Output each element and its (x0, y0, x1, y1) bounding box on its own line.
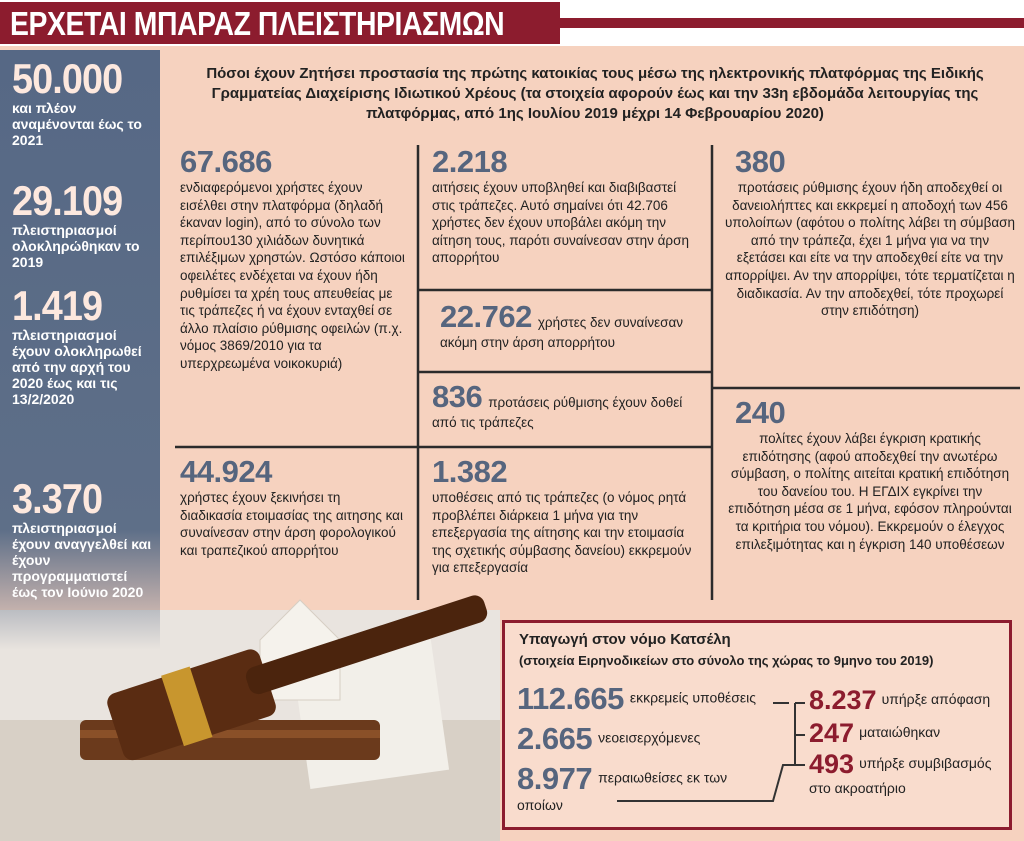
box-stat: 8.977 περαιωθείσες εκ των οποίων (517, 761, 757, 813)
side-number: 29.109 (12, 177, 123, 224)
stat-cell: 836 προτάσεις ρύθμισης έχουν δοθεί από τι… (432, 380, 692, 432)
stat-text: χρήστες δεν συναίνεσαν ακόμη στην άρση α… (440, 315, 683, 350)
box-text: υπήρξε απόφαση (881, 691, 991, 708)
box-title: Υπαγωγή στον νόμο Κατσέλη (519, 631, 731, 648)
gavel-illustration (0, 595, 500, 841)
box-stat: 112.665 εκκρεμείς υποθέσεις (517, 681, 756, 717)
box-stat: 247 ματαιώθηκαν (809, 718, 940, 749)
box-number: 8.977 (517, 761, 593, 796)
box-text: υπήρξε συμβιβασμός στο ακροατήριο (809, 755, 992, 796)
dividers (175, 145, 1020, 600)
box-subtitle: (στοιχεία Ειρηνοδικείων στο σύνολο της χ… (519, 653, 934, 668)
box-text: ματαιώθηκαν (859, 724, 941, 741)
side-text: και πλέον αναμένονται έως το 2021 (12, 100, 142, 148)
stat-number: 380 (735, 144, 786, 179)
box-stat: 8.237 υπήρξε απόφαση (809, 685, 990, 716)
sidebar: 50.000 και πλέον αναμένονται έως το 2021… (0, 50, 160, 650)
connector (617, 703, 796, 802)
stat-number: 44.924 (180, 454, 272, 489)
side-text: πλειστηριασμοί έχουν ολοκληρωθεί από την… (12, 327, 142, 407)
side-stat: 3.370 πλειστηριασμοί έχουν αναγγελθεί κα… (12, 475, 152, 601)
box-number: 8.237 (809, 685, 877, 715)
stat-text: υποθέσεις από τις τράπεζες (ο νόμος ρητά… (432, 490, 692, 576)
side-stat: 50.000 και πλέον αναμένονται έως το 2021 (12, 55, 152, 149)
side-number: 1.419 (12, 282, 103, 329)
box-number: 2.665 (517, 721, 593, 756)
box-text: περαιωθείσες εκ των οποίων (517, 769, 728, 813)
side-number: 50.000 (12, 55, 123, 102)
box-number: 112.665 (517, 681, 624, 716)
stat-cell: 67.686 ενδιαφερόμενοι χρήστες έχουν εισέ… (180, 145, 410, 373)
stat-text: πολίτες έχουν λάβει έγκριση κρατικής επι… (728, 431, 1012, 552)
stat-number: 1.382 (432, 454, 508, 489)
box-number: 247 (809, 718, 855, 748)
title: ΕΡΧΕΤΑΙ ΜΠΑΡΑΖ ΠΛΕΙΣΤΗΡΙΑΣΜΩΝ (10, 5, 505, 42)
stat-cell: 22.762 χρήστες δεν συναίνεσαν ακόμη στην … (440, 300, 700, 352)
side-stat: 1.419 πλειστηριασμοί έχουν ολοκληρωθεί α… (12, 282, 152, 408)
stat-cell: 2.218 αιτήσεις έχουν υποβληθεί και διαβι… (432, 145, 702, 267)
stat-text: χρήστες έχουν ξεκινήσει τη διαδικασία ετ… (180, 490, 403, 558)
side-number: 3.370 (12, 475, 103, 522)
side-stat: 29.109 πλειστηριασμοί ολοκληρώθηκαν το 2… (12, 177, 152, 271)
stat-cell: 1.382 υποθέσεις από τις τράπεζες (ο νόμο… (432, 455, 702, 577)
box-number: 493 (809, 749, 855, 779)
box-text: εκκρεμείς υποθέσεις (629, 689, 757, 706)
stat-cell: 240 πολίτες έχουν λάβει έγκριση κρατικής… (725, 396, 1015, 553)
box-stat: 2.665 νεοεισερχόμενες (517, 721, 700, 757)
stat-text: αιτήσεις έχουν υποβληθεί και διαβιβαστεί… (432, 180, 689, 266)
side-text: πλειστηριασμοί ολοκληρώθηκαν το 2019 (12, 222, 140, 270)
side-text: πλειστηριασμοί έχουν αναγγελθεί και έχου… (12, 520, 152, 600)
intro: Πόσοι έχουν Ζητήσει προστασία της πρώτης… (206, 65, 984, 122)
stat-text: προτάσεις ρύθμισης έχουν ήδη αποδεχθεί ο… (725, 180, 1015, 319)
bracket (617, 702, 805, 802)
stat-number: 2.218 (432, 144, 508, 179)
katseli-box: Υπαγωγή στον νόμο Κατσέλη (στοιχεία Ειρη… (502, 620, 1012, 830)
title-rule (560, 18, 1024, 28)
title-background (0, 2, 560, 44)
stat-text: ενδιαφερόμενοι χρήστες έχουν εισέλθει στ… (180, 180, 405, 371)
stat-number: 22.762 (440, 299, 532, 334)
stat-number: 836 (432, 379, 483, 414)
stat-cell: 44.924 χρήστες έχουν ξεκινήσει τη διαδικ… (180, 455, 405, 559)
stat-number: 240 (735, 395, 786, 430)
stat-cell: 380 προτάσεις ρύθμισης έχουν ήδη αποδεχθ… (725, 145, 1015, 320)
stat-text: προτάσεις ρύθμισης έχουν δοθεί από τις τ… (432, 395, 683, 430)
stat-number: 67.686 (180, 144, 272, 179)
box-stat: 493 υπήρξε συμβιβασμός στο ακροατήριο (809, 749, 999, 796)
box-text: νεοεισερχόμενες (598, 729, 701, 746)
